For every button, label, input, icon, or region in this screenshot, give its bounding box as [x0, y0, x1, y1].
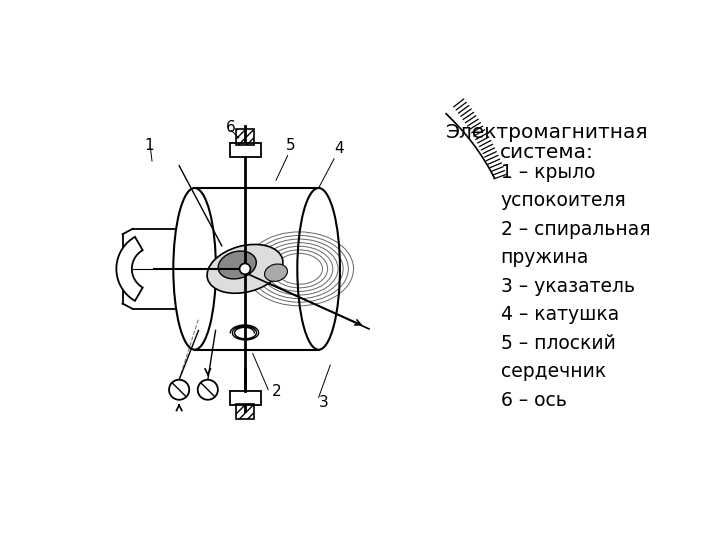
Text: успокоителя: успокоителя: [500, 191, 626, 211]
Circle shape: [198, 380, 218, 400]
Text: 2: 2: [272, 384, 282, 399]
Ellipse shape: [297, 188, 340, 350]
Text: 1: 1: [144, 138, 154, 152]
Polygon shape: [117, 237, 143, 301]
Text: 3 – указатель: 3 – указатель: [500, 277, 635, 296]
Text: сердечник: сердечник: [500, 362, 606, 381]
Bar: [235, 403, 254, 419]
Bar: [230, 143, 261, 157]
Text: 5 – плоский: 5 – плоский: [500, 334, 616, 353]
Circle shape: [169, 380, 189, 400]
Text: 5: 5: [286, 138, 296, 152]
Text: 3: 3: [319, 395, 328, 410]
Text: 6: 6: [225, 120, 235, 135]
Bar: [235, 130, 254, 145]
Text: Электромагнитная: Электромагнитная: [446, 123, 649, 142]
Ellipse shape: [174, 188, 216, 350]
Text: 2 – спиральная: 2 – спиральная: [500, 220, 650, 239]
Bar: [230, 392, 261, 405]
Text: 4 – катушка: 4 – катушка: [500, 305, 619, 325]
Ellipse shape: [264, 264, 287, 281]
Circle shape: [240, 264, 251, 274]
Ellipse shape: [218, 251, 256, 279]
Ellipse shape: [207, 245, 283, 293]
Text: система:: система:: [500, 143, 594, 162]
Bar: [194, 188, 319, 350]
Text: 1 – крыло: 1 – крыло: [500, 163, 595, 182]
Text: пружина: пружина: [500, 248, 589, 267]
Text: 4: 4: [334, 141, 343, 157]
Text: 6 – ось: 6 – ось: [500, 391, 567, 410]
